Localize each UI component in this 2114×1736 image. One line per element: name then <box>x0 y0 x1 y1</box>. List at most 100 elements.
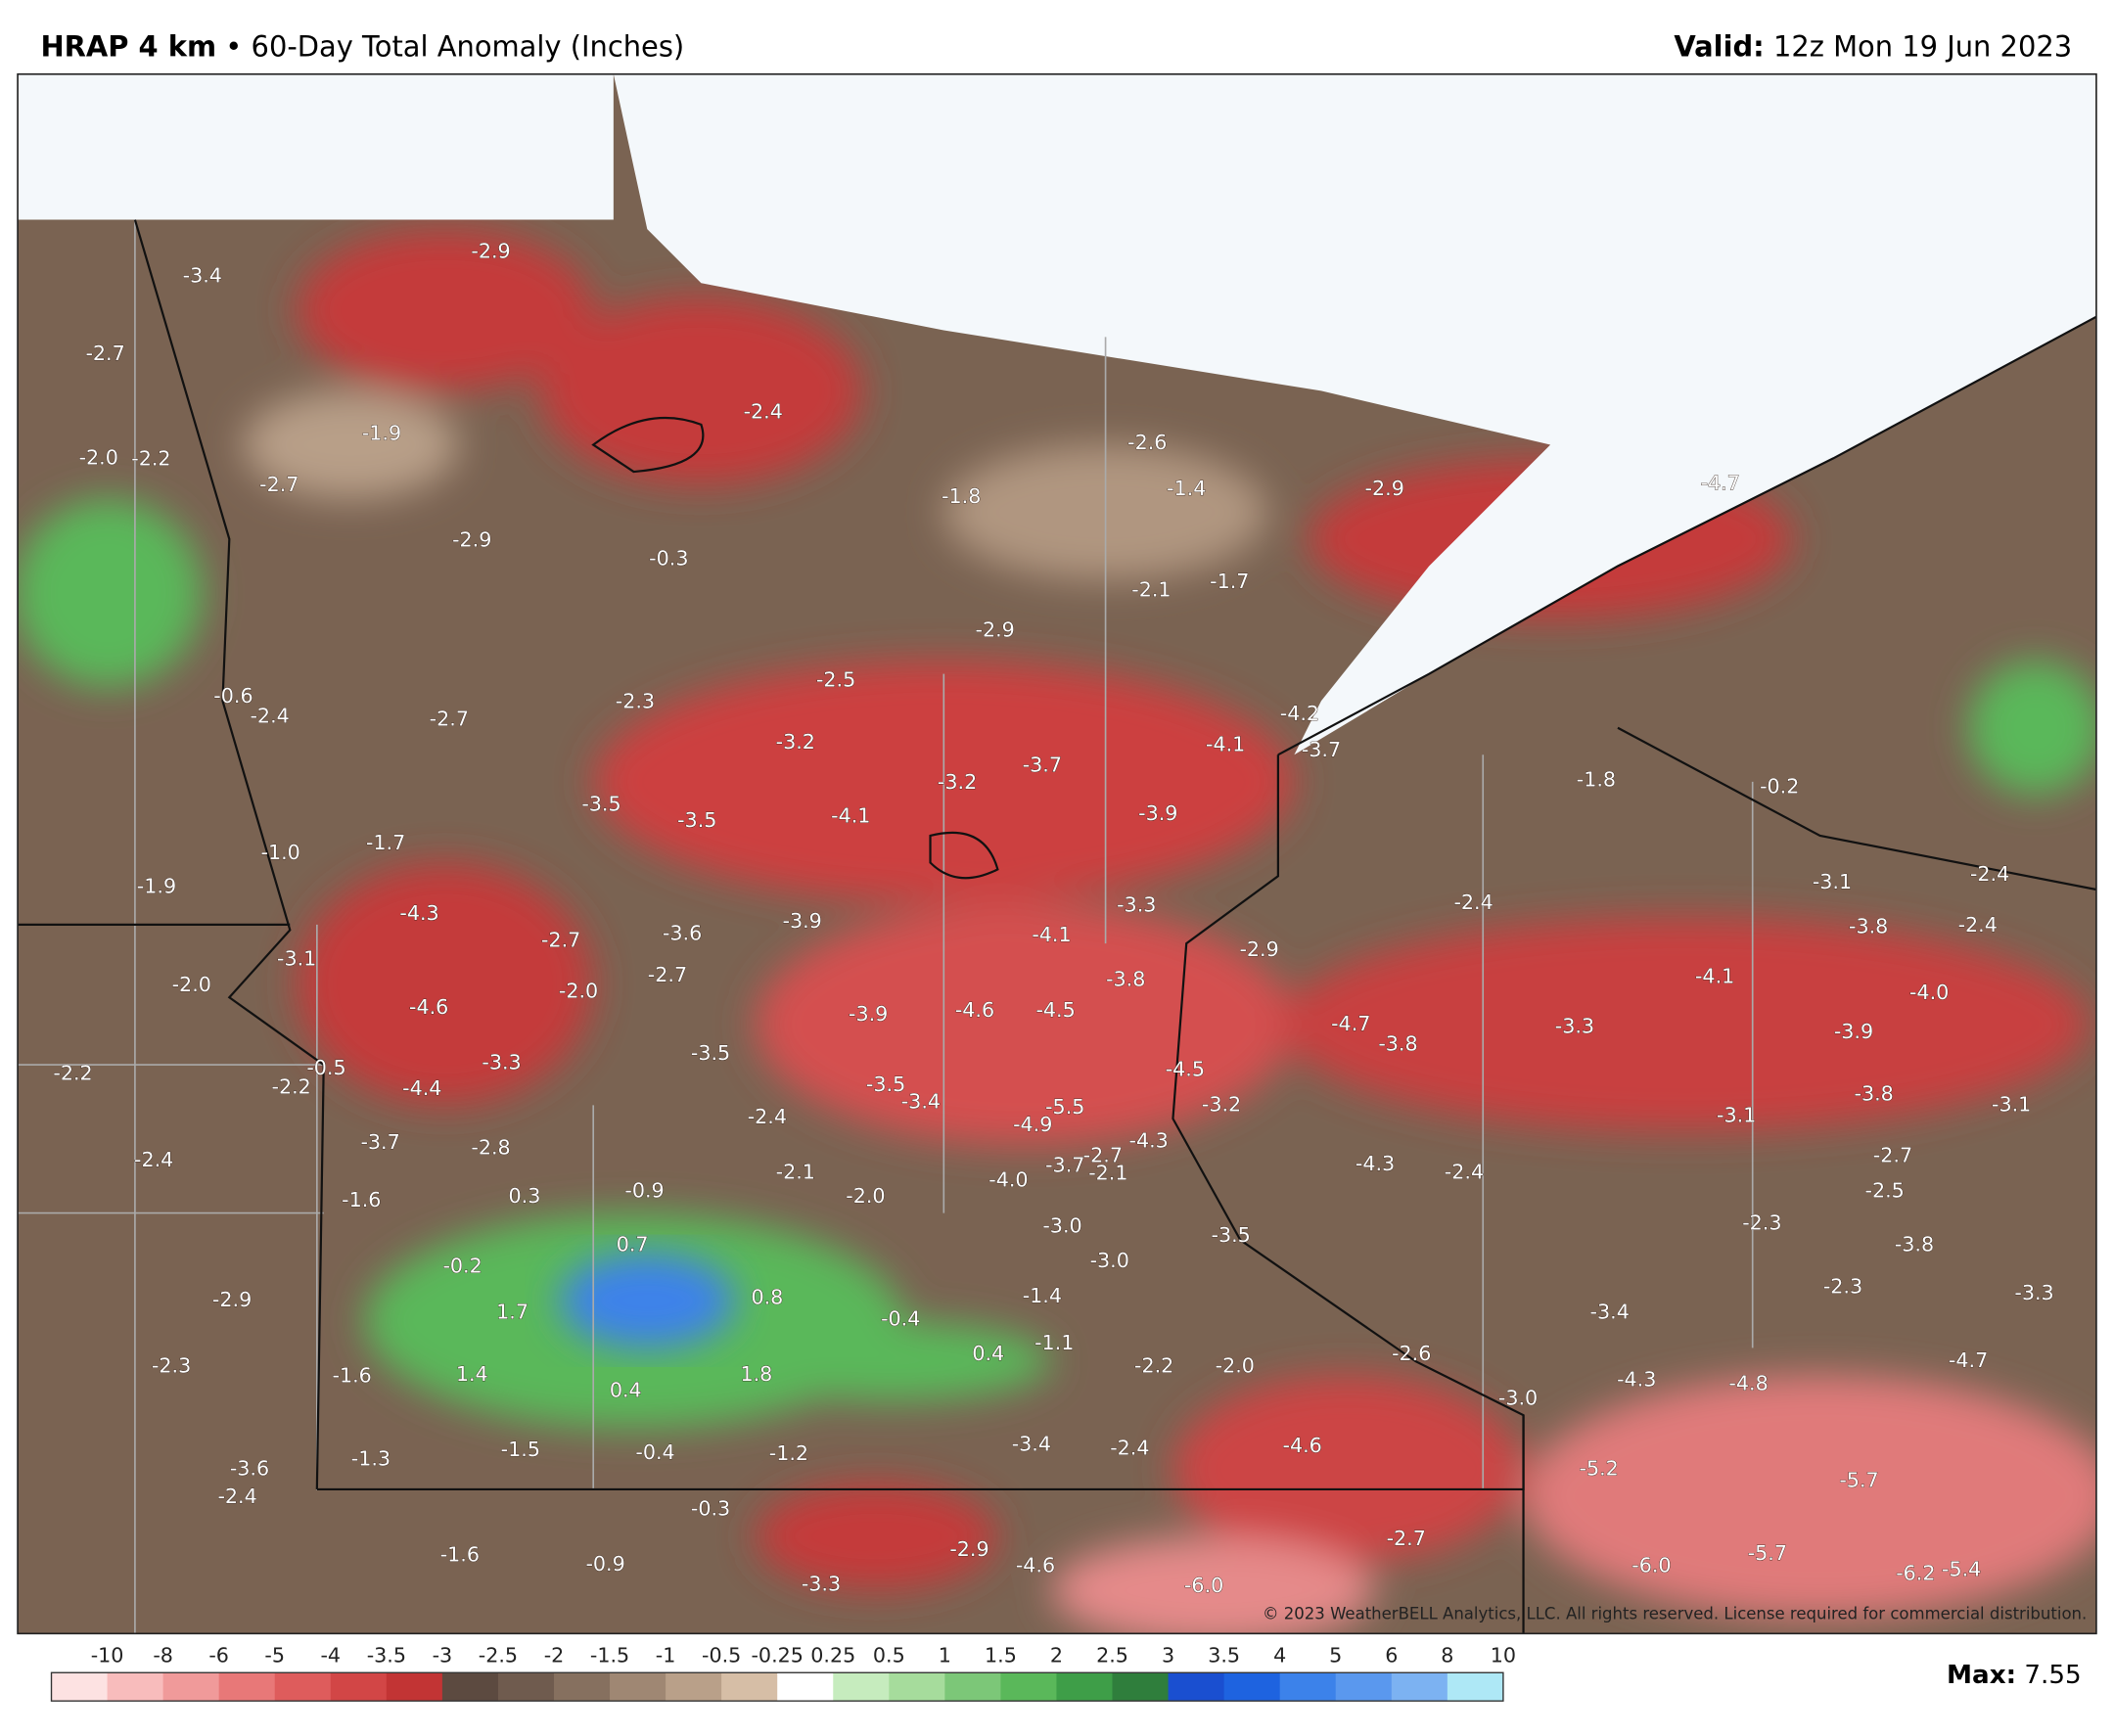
value-label: -3.8 <box>1849 915 1888 938</box>
value-label: -4.7 <box>1949 1348 1988 1372</box>
value-label: -3.7 <box>1045 1153 1084 1176</box>
value-label: -2.9 <box>452 527 491 551</box>
value-label: -1.9 <box>137 874 176 897</box>
value-label: -0.2 <box>1760 774 1799 798</box>
value-label: -2.2 <box>53 1062 92 1085</box>
value-label: -3.5 <box>691 1041 730 1065</box>
value-label: -2.6 <box>1127 431 1167 454</box>
colorbar-swatch <box>441 1672 499 1702</box>
colorbar-tick-label: 2 <box>1050 1644 1063 1667</box>
value-label: -2.7 <box>430 707 469 730</box>
value-label: 1.7 <box>496 1301 528 1324</box>
value-label: -2.4 <box>250 705 289 728</box>
value-label: -2.0 <box>172 973 211 996</box>
value-label: -2.1 <box>1088 1162 1127 1185</box>
colorbar-swatch <box>1447 1672 1504 1702</box>
value-label: -1.6 <box>440 1542 480 1566</box>
value-label: -2.3 <box>616 690 655 713</box>
colorbar-tick-label: 8 <box>1441 1644 1453 1667</box>
value-label: -4.1 <box>1695 965 1734 988</box>
value-label: -3.7 <box>360 1130 399 1154</box>
colorbar-swatch <box>1279 1672 1337 1702</box>
value-label: -4.3 <box>1617 1367 1656 1391</box>
value-label: -2.2 <box>272 1075 311 1099</box>
value-label: -0.5 <box>306 1056 345 1079</box>
value-label: -4.6 <box>955 998 994 1022</box>
value-label: -4.3 <box>1129 1129 1169 1153</box>
value-label: 0.4 <box>610 1378 642 1401</box>
colorbar-swatch <box>218 1672 276 1702</box>
value-label: -2.3 <box>1823 1274 1862 1298</box>
value-label: -2.9 <box>949 1537 988 1561</box>
value-label: -3.1 <box>1813 870 1852 893</box>
value-label: -1.0 <box>261 841 300 864</box>
value-label: -5.4 <box>1942 1558 1981 1581</box>
value-label: -2.4 <box>1453 891 1493 914</box>
value-label: -1.6 <box>342 1188 381 1211</box>
colorbar-tick-label: -8 <box>153 1644 173 1667</box>
colorbar-swatch <box>1391 1672 1448 1702</box>
colorbar-tick-label: -3 <box>433 1644 453 1667</box>
colorbar-tick-label: 10 <box>1491 1644 1516 1667</box>
value-label: -3.1 <box>1717 1103 1756 1126</box>
value-label: -3.3 <box>2014 1281 2053 1304</box>
value-label: -4.1 <box>831 804 870 828</box>
value-label: -3.2 <box>938 770 977 794</box>
colorbar-tick-label: 0.25 <box>810 1644 855 1667</box>
colorbar-tick-label: 2.5 <box>1096 1644 1128 1667</box>
value-label: -1.8 <box>1577 767 1616 791</box>
value-label: -3.9 <box>783 909 822 933</box>
value-label: -4.0 <box>1909 981 1949 1004</box>
value-label: -3.3 <box>1117 893 1156 917</box>
value-label: -0.3 <box>691 1497 730 1521</box>
colorbar-tick-label: 1 <box>939 1644 951 1667</box>
value-label: -3.0 <box>1042 1213 1081 1237</box>
colorbar-swatch <box>833 1672 890 1702</box>
value-label: -2.0 <box>559 980 598 1003</box>
value-label: -3.8 <box>1106 967 1145 990</box>
value-label: -3.9 <box>1138 801 1177 825</box>
value-label: -2.7 <box>1387 1527 1426 1550</box>
value-label: -3.5 <box>677 808 716 832</box>
value-label: -2.7 <box>1083 1144 1123 1167</box>
colorbar-swatch <box>274 1672 332 1702</box>
colorbar-swatch <box>777 1672 834 1702</box>
value-label: -5.7 <box>1839 1469 1878 1492</box>
colorbar-swatch <box>107 1672 164 1702</box>
value-label: -2.0 <box>79 445 118 469</box>
value-label: -4.5 <box>1035 998 1075 1022</box>
colorbar-swatch <box>721 1672 778 1702</box>
colorbar-swatch <box>386 1672 443 1702</box>
value-label: -4.7 <box>1331 1012 1370 1035</box>
value-label: -4.8 <box>1728 1372 1768 1395</box>
value-label: -2.4 <box>134 1148 173 1171</box>
value-label: -3.3 <box>1555 1015 1594 1038</box>
value-label: -2.5 <box>816 668 855 692</box>
value-label: -3.3 <box>482 1051 521 1074</box>
value-label: -3.4 <box>183 263 222 287</box>
value-label: -3.2 <box>1202 1092 1241 1116</box>
colorbar-tick-label: -6 <box>208 1644 229 1667</box>
colorbar-tick-label: 0.5 <box>873 1644 905 1667</box>
value-label: -3.8 <box>1895 1233 1934 1256</box>
value-label: -2.9 <box>471 240 510 263</box>
value-label: -3.9 <box>1834 1020 1873 1043</box>
value-label: 0.3 <box>509 1184 541 1208</box>
colorbar-swatch <box>1223 1672 1281 1702</box>
value-label: -0.9 <box>585 1552 624 1576</box>
value-label: -2.7 <box>541 928 580 951</box>
header-valid: Valid: 12z Mon 19 Jun 2023 <box>1674 30 2072 64</box>
value-label: -0.3 <box>649 547 688 571</box>
value-label: -1.9 <box>362 421 401 444</box>
value-label: -3.9 <box>849 1002 888 1026</box>
value-label: -3.7 <box>1302 738 1341 761</box>
colorbar-tick-label: -2 <box>544 1644 565 1667</box>
colorbar-tick-label: -2.5 <box>479 1644 518 1667</box>
value-label: -1.7 <box>1210 570 1249 593</box>
map: © 2023 WeatherBELL Analytics, LLC. All r… <box>18 73 2096 1634</box>
copyright: © 2023 WeatherBELL Analytics, LLC. All r… <box>1263 1605 2087 1623</box>
value-label: -2.9 <box>1365 477 1404 500</box>
colorbar-swatch <box>666 1672 722 1702</box>
value-label: -2.0 <box>846 1184 885 1208</box>
value-label: -3.2 <box>776 730 815 754</box>
